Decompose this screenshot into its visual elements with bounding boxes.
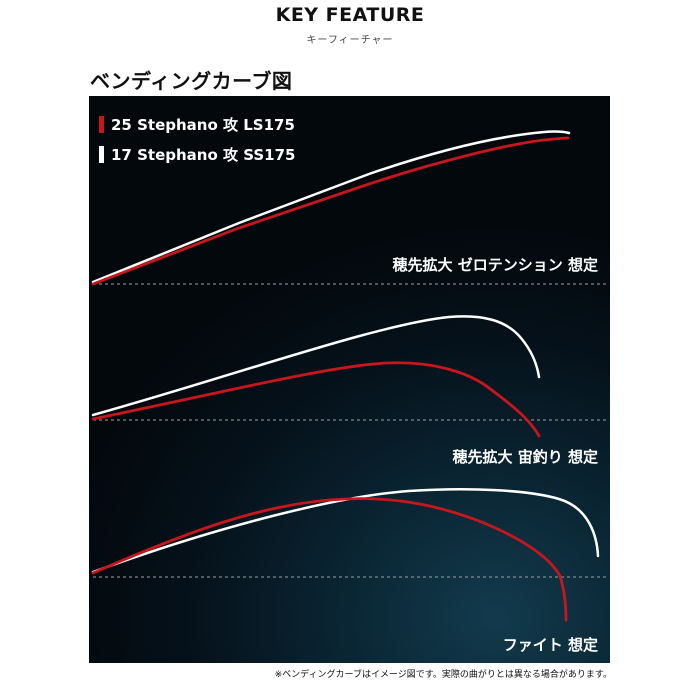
legend-item-white: 17 Stephano 攻 SS175 — [99, 144, 295, 165]
legend-swatch-white — [99, 146, 104, 163]
page-title: KEY FEATURE — [275, 4, 425, 26]
legend-label-white: 17 Stephano 攻 SS175 — [111, 146, 296, 164]
scenario-label-zero-tension: 穂先拡大 ゼロテンション 想定 — [392, 256, 598, 274]
page-subtitle: キーフィーチャー — [306, 35, 394, 46]
white-curve-suspended — [91, 315, 541, 417]
legend-label-red: 25 Stephano 攻 LS175 — [111, 116, 295, 134]
footnote: ※ベンディングカーブはイメージ図です。実際の曲がりとは異なる場合があります。 — [274, 670, 612, 680]
legend-swatch-red — [99, 116, 104, 133]
white-curve-zero-tension — [91, 130, 571, 284]
legend-item-red: 25 Stephano 攻 LS175 — [99, 114, 295, 135]
bending-curve-chart: 25 Stephano 攻 LS175 17 Stephano 攻 SS175 … — [89, 96, 610, 663]
white-curve-fight — [91, 488, 600, 574]
scenario-label-fight: ファイト 想定 — [502, 636, 598, 654]
scenario-label-suspended: 穂先拡大 宙釣り 想定 — [452, 448, 598, 466]
red-curve-suspended — [91, 361, 541, 438]
red-curve-fight — [91, 497, 568, 622]
bending-curve-svg — [91, 130, 606, 622]
red-curve-zero-tension — [91, 136, 570, 286]
section-title: ベンディングカーブ図 — [90, 69, 293, 93]
